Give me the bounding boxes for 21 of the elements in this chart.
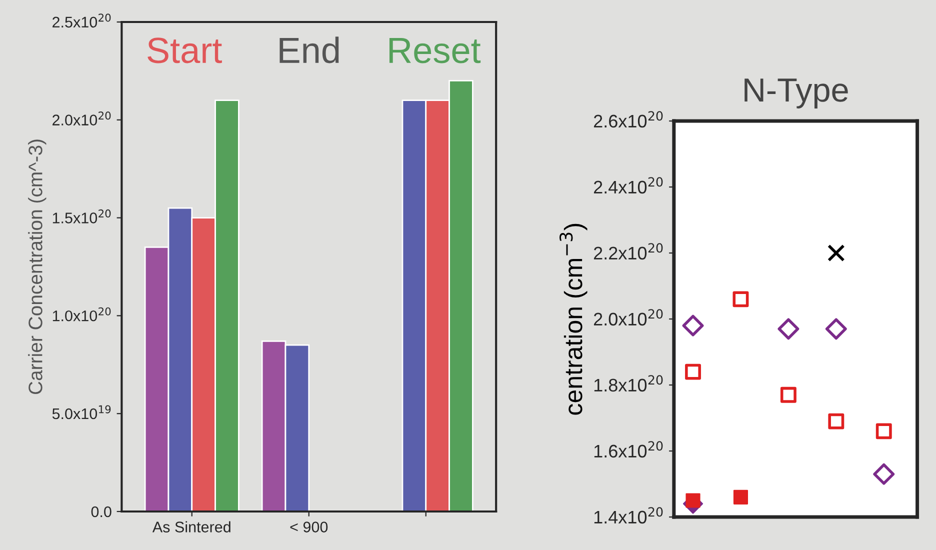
y-tick-label: 1.5x10$^{20}$	[52, 209, 111, 224]
x-tick-label: < 900	[290, 522, 328, 532]
text: Start	[148, 38, 222, 64]
y-axis-title: Carrier Concentration (cm^-3)	[28, 140, 46, 394]
y-tick-label: 2.5x10$^{20}$	[52, 14, 111, 28]
y-tick-label: 2.6x10$^{20}$	[594, 111, 663, 128]
y-tick-label: 1.0x10$^{20}$	[52, 307, 111, 322]
chart-title: N-Type	[744, 78, 848, 108]
y-tick-label: 0.0	[91, 506, 112, 518]
x-tick-label: As Sintered	[152, 521, 230, 532]
y-tick-label: 2.0x10$^{20}$	[594, 309, 663, 326]
y-tick-label: 2.2x10$^{20}$	[594, 243, 663, 260]
y-axis-title: centration (cm$^{−3}$)	[560, 224, 588, 415]
y-tick-label: 1.4x10$^{20}$	[594, 507, 663, 524]
y-tick-label: 1.6x10$^{20}$	[594, 441, 663, 458]
y-tick-label: 1.8x10$^{20}$	[594, 375, 663, 392]
series-label: Reset	[389, 38, 481, 64]
y-tick-label: 2.4x10$^{20}$	[594, 177, 663, 194]
y-tick-label: 5.0x10$^{19}$	[52, 405, 111, 420]
y-tick-label: 2.0x10$^{20}$	[52, 112, 111, 126]
annotation: End	[280, 36, 339, 64]
